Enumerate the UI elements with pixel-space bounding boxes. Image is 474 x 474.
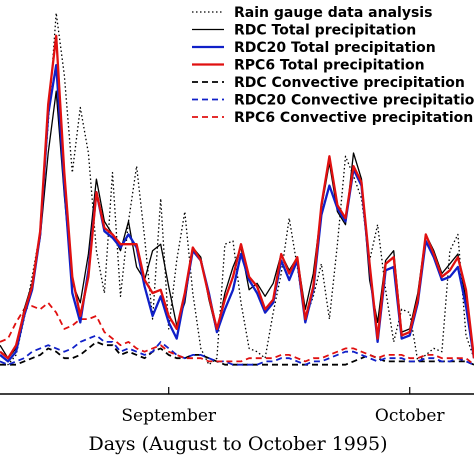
series-line-4 — [0, 340, 474, 366]
x-tick-layer: September October — [121, 387, 445, 426]
legend-label-6: RPC6 Convective precipitation — [234, 110, 473, 126]
legend-label-1: RDC Total precipitation — [234, 23, 416, 39]
x-tick-label-1: October — [375, 406, 445, 426]
series-layer — [0, 12, 474, 366]
series-line-6 — [0, 301, 474, 366]
legend-label-2: RDC20 Total precipitation — [234, 40, 436, 56]
series-line-5 — [0, 334, 474, 366]
x-tick-label-0: September — [121, 406, 217, 426]
legend-label-4: RDC Convective precipitation — [234, 75, 465, 91]
legend-label-0: Rain gauge data analysis — [234, 5, 432, 21]
legend-label-5: RDC20 Convective precipitation — [234, 93, 474, 109]
x-axis-title: Days (August to October 1995) — [89, 433, 388, 455]
series-line-0 — [0, 12, 474, 366]
legend: Rain gauge data analysis RDC Total precip… — [192, 5, 474, 126]
legend-label-3: RPC6 Total precipitation — [234, 58, 425, 74]
series-line-3 — [0, 34, 474, 360]
